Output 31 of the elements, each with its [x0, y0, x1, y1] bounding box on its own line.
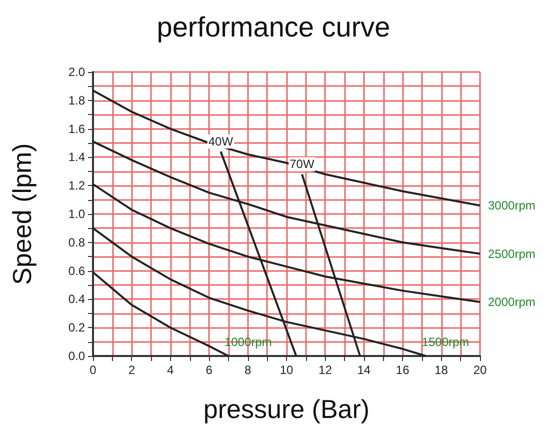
y-tick-label: 1.8 — [68, 93, 86, 108]
y-axis-title: Speed (lpm) — [7, 143, 37, 285]
x-tick-label: 4 — [167, 363, 174, 377]
y-tick-label: 0.0 — [68, 349, 86, 363]
x-tick-label: 0 — [90, 363, 97, 377]
x-tick-label: 18 — [434, 363, 448, 377]
x-tick-label: 2 — [128, 363, 136, 377]
series-label: 2500rpm — [488, 246, 536, 261]
y-tick-label: 1.2 — [68, 178, 86, 193]
x-tick-label: 12 — [318, 363, 332, 377]
series-label: 40W — [208, 134, 234, 149]
x-tick-label: 10 — [280, 363, 294, 377]
y-tick-label: 1.0 — [68, 207, 86, 221]
x-tick-label: 14 — [357, 363, 371, 377]
y-tick-label: 0.6 — [68, 264, 86, 278]
y-tick-label: 2.0 — [68, 65, 86, 79]
y-tick-label: 0.8 — [68, 235, 86, 250]
y-tick-label: 1.4 — [68, 150, 86, 164]
chart-title: performance curve — [156, 12, 390, 42]
series-label: 2000rpm — [488, 295, 536, 310]
y-tick-label: 1.6 — [68, 122, 86, 136]
x-tick-label: 6 — [206, 363, 213, 377]
series-label: 70W — [290, 157, 315, 172]
x-tick-label: 8 — [244, 363, 252, 377]
x-axis-title: pressure (Bar) — [203, 394, 370, 424]
y-tick-label: 0.4 — [68, 292, 86, 306]
line-series — [92, 89, 481, 206]
series-label: 3000rpm — [488, 198, 536, 212]
y-tick-label: 0.2 — [68, 320, 86, 335]
x-tick-label: 16 — [396, 363, 410, 377]
x-tick-label: 20 — [473, 363, 487, 377]
